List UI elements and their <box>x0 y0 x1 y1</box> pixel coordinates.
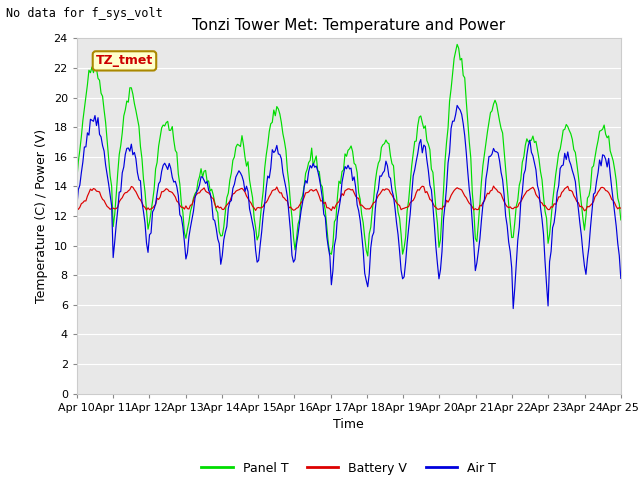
X-axis label: Time: Time <box>333 418 364 431</box>
Panel T <box>453 42 461 48</box>
Text: TZ_tmet: TZ_tmet <box>96 54 153 67</box>
Panel T <box>311 158 319 164</box>
Panel T <box>617 217 625 223</box>
Air T <box>262 185 270 191</box>
Air T <box>589 191 597 197</box>
Air T <box>453 103 461 108</box>
Line: Battery V: Battery V <box>77 186 621 211</box>
Panel T <box>253 237 261 243</box>
Legend: Panel T, Battery V, Air T: Panel T, Battery V, Air T <box>196 456 501 480</box>
Line: Air T: Air T <box>77 106 621 309</box>
Battery V <box>311 187 319 193</box>
Air T <box>311 164 319 170</box>
Panel T <box>140 176 147 182</box>
Battery V <box>73 204 81 210</box>
Battery V <box>617 205 625 211</box>
Battery V <box>490 183 497 189</box>
Panel T <box>364 253 372 259</box>
Battery V <box>140 204 147 209</box>
Air T <box>235 168 243 174</box>
Air T <box>509 306 517 312</box>
Air T <box>73 204 81 210</box>
Panel T <box>262 152 270 158</box>
Line: Panel T: Panel T <box>77 45 621 256</box>
Battery V <box>235 187 243 192</box>
Air T <box>617 276 625 281</box>
Title: Tonzi Tower Met: Temperature and Power: Tonzi Tower Met: Temperature and Power <box>192 18 506 33</box>
Text: No data for f_sys_volt: No data for f_sys_volt <box>6 7 163 20</box>
Battery V <box>580 208 588 214</box>
Battery V <box>253 205 261 211</box>
Air T <box>140 209 147 215</box>
Panel T <box>235 143 243 148</box>
Battery V <box>589 199 597 204</box>
Air T <box>253 259 261 265</box>
Panel T <box>73 177 81 183</box>
Y-axis label: Temperature (C) / Power (V): Temperature (C) / Power (V) <box>35 129 48 303</box>
Panel T <box>589 163 597 169</box>
Battery V <box>262 200 270 205</box>
